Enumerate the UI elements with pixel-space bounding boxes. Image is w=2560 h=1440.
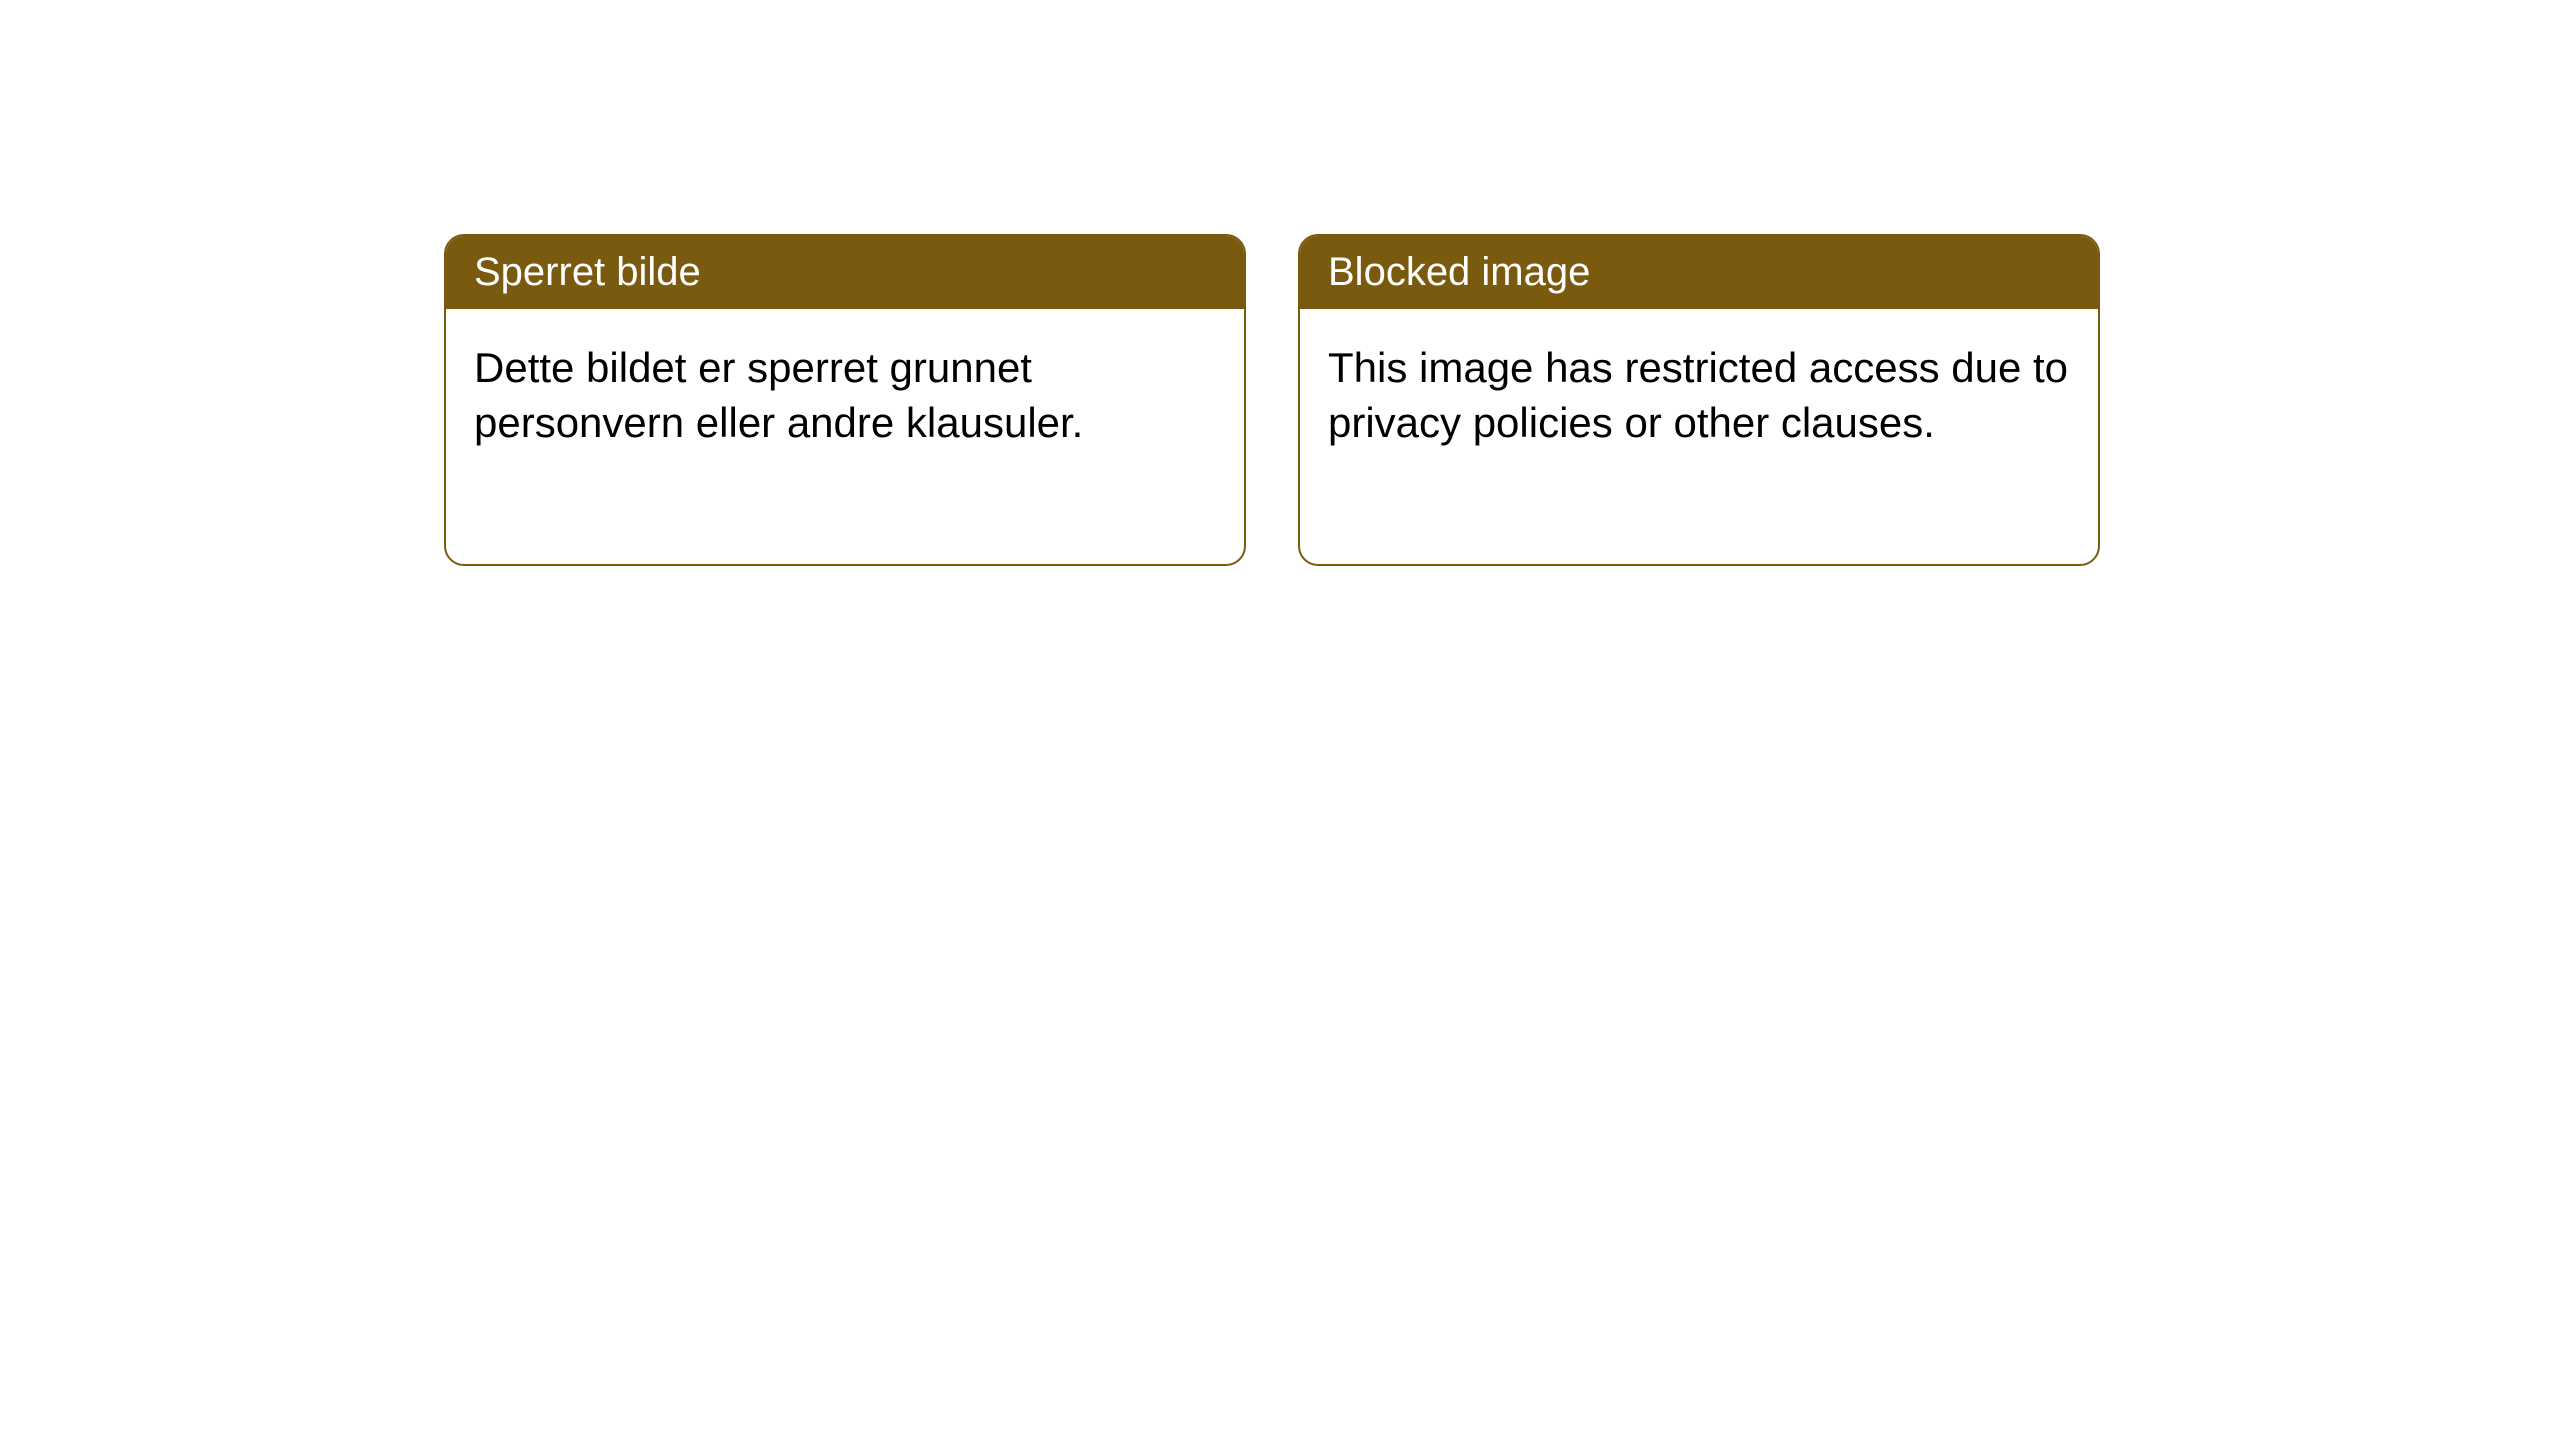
- card-body-text: Dette bildet er sperret grunnet personve…: [474, 344, 1083, 446]
- notice-container: Sperret bilde Dette bildet er sperret gr…: [444, 234, 2100, 566]
- notice-card-norwegian: Sperret bilde Dette bildet er sperret gr…: [444, 234, 1246, 566]
- card-body: This image has restricted access due to …: [1300, 309, 2098, 482]
- notice-card-english: Blocked image This image has restricted …: [1298, 234, 2100, 566]
- card-title: Blocked image: [1328, 250, 1590, 294]
- card-body: Dette bildet er sperret grunnet personve…: [446, 309, 1244, 482]
- card-body-text: This image has restricted access due to …: [1328, 344, 2068, 446]
- card-header: Sperret bilde: [446, 236, 1244, 309]
- card-title: Sperret bilde: [474, 250, 701, 294]
- card-header: Blocked image: [1300, 236, 2098, 309]
